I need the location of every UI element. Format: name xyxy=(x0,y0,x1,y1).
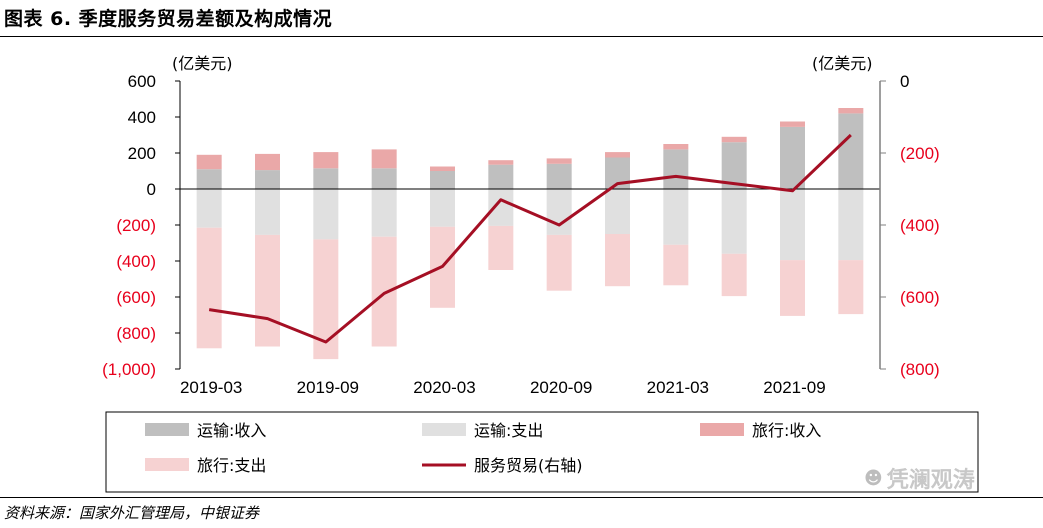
bar-segment xyxy=(430,189,455,227)
left-tick-label: 0 xyxy=(147,180,156,199)
watermark: ☻ 凭澜观涛 xyxy=(864,462,975,494)
left-tick-label: (400) xyxy=(116,252,156,271)
bar-segment xyxy=(488,164,514,189)
bar-segment xyxy=(663,144,689,150)
legend-item: 服务贸易(右轴) xyxy=(422,456,583,475)
legend-item: 运输:收入 xyxy=(145,421,266,440)
bar-segment xyxy=(605,152,630,158)
right-tick-label: (600) xyxy=(900,288,940,307)
bar-segment xyxy=(488,160,514,165)
bar-segment xyxy=(255,170,280,189)
bar-segment xyxy=(663,189,689,245)
legend-item: 旅行:收入 xyxy=(700,421,821,440)
bar-segment xyxy=(838,113,864,189)
right-tick-label: (400) xyxy=(900,216,940,235)
bar-segment xyxy=(430,171,455,189)
title-divider xyxy=(0,36,1043,37)
bar-segment xyxy=(838,260,864,315)
left-tick-label: (200) xyxy=(116,216,156,235)
left-axis-unit: (亿美元) xyxy=(172,54,233,73)
bar-segment xyxy=(546,189,572,235)
bar-segment xyxy=(838,108,864,114)
legend-label: 旅行:支出 xyxy=(197,456,266,475)
left-tick-label: 400 xyxy=(128,108,156,127)
bar-segment xyxy=(780,189,805,261)
bar-segment xyxy=(546,234,572,291)
left-tick-label: 200 xyxy=(128,144,156,163)
legend-label: 运输:支出 xyxy=(474,421,543,440)
bar-segment xyxy=(430,166,455,171)
bar-segment xyxy=(546,158,572,164)
bar-segment xyxy=(313,152,339,169)
left-tick-label: 600 xyxy=(128,72,156,91)
legend-item: 旅行:支出 xyxy=(145,456,266,475)
legend-label: 服务贸易(右轴) xyxy=(474,456,583,475)
watermark-text: 凭澜观涛 xyxy=(886,468,975,493)
bar-segment xyxy=(196,169,222,189)
legend-swatch xyxy=(145,423,189,436)
bar-segment xyxy=(605,189,630,234)
bar-segment xyxy=(255,189,280,235)
bar-segment xyxy=(488,189,514,226)
wechat-icon: ☻ xyxy=(864,467,883,489)
bar-segment xyxy=(663,244,689,286)
bar-segment xyxy=(663,149,689,189)
legend-label: 运输:收入 xyxy=(197,421,266,440)
left-tick-label: (1,000) xyxy=(102,360,156,379)
bar-segment xyxy=(371,189,397,237)
bar-segment xyxy=(371,168,397,189)
left-tick-label: (600) xyxy=(116,288,156,307)
source-note: 资料来源：国家外汇管理局，中银证券 xyxy=(4,504,260,522)
bar-segment xyxy=(838,189,864,261)
bar-segment xyxy=(371,149,397,169)
bar-segment xyxy=(255,153,280,171)
x-tick-label: 2021-03 xyxy=(647,378,709,397)
footer-divider xyxy=(0,497,1043,498)
legend-swatch xyxy=(145,458,189,471)
legend-item: 运输:支出 xyxy=(422,421,543,440)
bar-segment xyxy=(196,189,222,228)
bar-segment xyxy=(196,154,222,170)
bar-segment xyxy=(780,126,805,189)
bar-segment xyxy=(488,225,514,270)
legend-swatch xyxy=(700,423,744,436)
bar-segment xyxy=(780,121,805,127)
bar-segment xyxy=(313,189,339,240)
right-tick-label: (200) xyxy=(900,144,940,163)
bar-segment xyxy=(196,227,222,349)
plot-area: 600 400 200 0 (200) (400) (600) (800) (1,000) (亿美… xyxy=(102,54,940,397)
x-tick-label: 2020-09 xyxy=(530,378,592,397)
bar-segment xyxy=(780,260,805,316)
bar-segment xyxy=(255,234,280,347)
legend-swatch xyxy=(422,423,466,436)
x-tick-label: 2020-03 xyxy=(413,378,475,397)
right-tick-label: 0 xyxy=(900,72,909,91)
x-tick-label: 2019-09 xyxy=(297,378,359,397)
bar-segment xyxy=(313,168,339,189)
legend-box xyxy=(105,411,979,493)
x-tick-label: 2019-03 xyxy=(180,378,242,397)
bar-segment xyxy=(371,236,397,347)
service-trade-line xyxy=(208,133,852,344)
bar-segment xyxy=(721,253,747,297)
right-tick-label: (800) xyxy=(900,360,940,379)
chart-title: 图表 6. 季度服务贸易差额及构成情况 xyxy=(4,8,333,30)
bar-segment xyxy=(721,136,747,143)
left-tick-label: (800) xyxy=(116,324,156,343)
legend-label: 旅行:收入 xyxy=(752,421,821,440)
bar-segment xyxy=(721,189,747,254)
bar-segment xyxy=(546,163,572,189)
right-axis-unit: (亿美元) xyxy=(812,54,873,73)
bar-segment xyxy=(605,234,630,287)
x-tick-label: 2021-09 xyxy=(763,378,825,397)
